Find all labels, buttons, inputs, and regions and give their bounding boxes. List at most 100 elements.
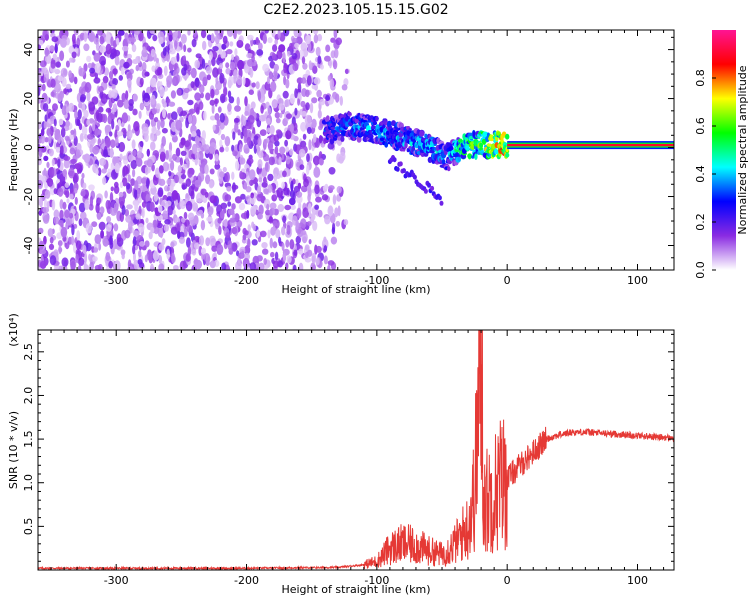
- noise-cell: [53, 141, 58, 150]
- noise-cell: [211, 245, 218, 252]
- noise-cell: [198, 209, 203, 215]
- noise-cell: [219, 112, 225, 123]
- noise-cell: [150, 226, 155, 234]
- noise-cell: [312, 65, 318, 74]
- noise-cell: [230, 54, 235, 61]
- noise-cell: [247, 115, 255, 125]
- noise-cell: [267, 107, 272, 115]
- noise-cell: [51, 158, 55, 167]
- noise-cell: [81, 172, 85, 179]
- noise-cell: [92, 256, 98, 262]
- noise-cell: [231, 171, 235, 180]
- noise-cell: [269, 125, 275, 135]
- noise-cell: [63, 88, 68, 95]
- noise-cell: [126, 129, 133, 140]
- noise-cell: [141, 201, 147, 208]
- noise-cell: [234, 122, 239, 133]
- noise-cell: [323, 245, 328, 252]
- signal-cell: [423, 152, 429, 157]
- noise-cell: [98, 197, 102, 204]
- noise-cell: [95, 169, 99, 175]
- noise-cell: [289, 42, 293, 50]
- noise-cell: [172, 209, 176, 215]
- noise-cell: [102, 176, 107, 185]
- signal-cell: [384, 141, 389, 148]
- noise-cell: [296, 161, 300, 168]
- noise-cell: [317, 209, 323, 218]
- noise-cell: [84, 264, 89, 270]
- noise-cell: [74, 196, 78, 205]
- noise-cell: [161, 127, 168, 134]
- noise-cell: [127, 124, 131, 132]
- noise-cell: [70, 235, 75, 246]
- noise-cell: [269, 202, 277, 210]
- noise-cell: [149, 201, 155, 212]
- noise-cell: [323, 255, 328, 265]
- noise-cell: [132, 230, 140, 237]
- noise-cell: [182, 163, 188, 170]
- noise-cell: [309, 102, 314, 114]
- snr-line-layer: [38, 330, 674, 570]
- noise-cell: [178, 236, 185, 244]
- noise-cell: [242, 234, 247, 241]
- noise-cell: [301, 56, 306, 65]
- signal-cell: [347, 111, 352, 116]
- signal-cell: [427, 182, 431, 188]
- noise-cell: [60, 226, 68, 238]
- noise-cell: [208, 180, 214, 189]
- noise-cell: [68, 57, 73, 63]
- noise-cell: [104, 190, 108, 199]
- noise-cell: [171, 190, 179, 201]
- noise-cell: [227, 240, 233, 251]
- x-tick-label: 0: [504, 574, 511, 587]
- noise-cell: [49, 236, 54, 244]
- noise-cell: [130, 37, 137, 43]
- noise-cell: [128, 220, 133, 231]
- x-tick-label: 100: [627, 574, 648, 587]
- noise-cell: [130, 178, 136, 187]
- noise-cell: [148, 231, 153, 240]
- noise-cell: [48, 134, 52, 144]
- noise-cell: [336, 153, 341, 163]
- noise-cell: [268, 71, 273, 80]
- noise-cell: [92, 145, 100, 155]
- noise-cell: [153, 219, 158, 228]
- noise-cell: [226, 30, 234, 37]
- noise-cell: [256, 194, 264, 202]
- noise-cell: [85, 242, 92, 252]
- noise-cell: [137, 150, 142, 159]
- noise-cell: [138, 205, 142, 215]
- noise-cell: [57, 75, 64, 82]
- noise-cell: [289, 239, 295, 250]
- noise-cell: [39, 60, 47, 68]
- noise-cell: [175, 119, 183, 131]
- noise-cell: [236, 30, 243, 35]
- noise-cell: [86, 119, 91, 126]
- noise-cell: [75, 240, 82, 251]
- noise-cell: [267, 140, 274, 151]
- noise-cell: [38, 148, 43, 158]
- noise-cell: [239, 246, 247, 254]
- noise-cell: [272, 188, 276, 194]
- noise-cell: [258, 150, 264, 159]
- noise-cell: [318, 135, 323, 144]
- noise-cell: [170, 226, 178, 235]
- noise-cell: [263, 153, 270, 162]
- x-tick-label: 0: [504, 274, 511, 287]
- noise-cell: [38, 156, 43, 166]
- noise-cell: [53, 118, 57, 127]
- noise-cell: [174, 40, 178, 50]
- noise-cell: [172, 153, 177, 161]
- noise-cell: [269, 208, 273, 217]
- noise-cell: [311, 118, 317, 129]
- noise-cell: [281, 242, 285, 251]
- noise-cell: [187, 167, 193, 178]
- noise-cell: [192, 202, 199, 212]
- chart-title: C2E2.2023.105.15.15.G02: [263, 2, 448, 18]
- noise-cell: [327, 264, 331, 270]
- colorbar-ticks: 0.0 0.2 0.4 0.6 0.8: [694, 69, 716, 279]
- noise-cell: [122, 191, 127, 199]
- noise-cell: [75, 253, 79, 264]
- noise-cell: [294, 107, 298, 116]
- noise-cell: [54, 43, 58, 54]
